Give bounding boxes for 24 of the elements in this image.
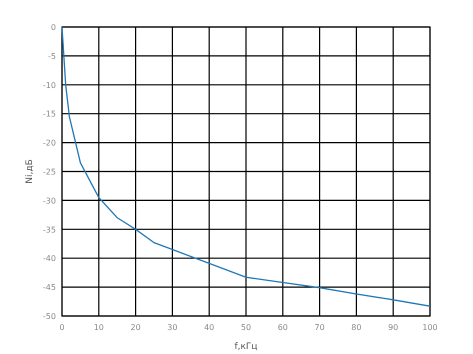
x-tick-label: 70 — [314, 323, 325, 332]
x-tick-label: 90 — [388, 323, 398, 332]
x-tick-label: 100 — [422, 323, 438, 332]
y-tick-label: -40 — [42, 254, 56, 264]
x-tick-label: 30 — [167, 323, 178, 332]
y-tick-label: 0 — [50, 23, 56, 32]
x-axis-title: f,кГц — [234, 342, 258, 352]
y-tick-label: -5 — [48, 52, 56, 61]
x-tick-label: 0 — [59, 323, 65, 332]
x-tick-label: 80 — [351, 323, 362, 332]
x-tick-label: 10 — [94, 323, 104, 332]
x-tick-label: 40 — [204, 323, 214, 332]
y-tick-label: -35 — [42, 225, 56, 234]
y-tick-label: -45 — [42, 283, 56, 292]
y-tick-label: -10 — [42, 80, 56, 90]
y-tick-label: -50 — [42, 312, 56, 321]
x-tick-label: 50 — [240, 323, 252, 332]
y-tick-label: -20 — [42, 138, 56, 148]
y-axis-title: Ni,дБ — [25, 159, 35, 184]
x-tick-label: 20 — [130, 323, 141, 332]
x-tick-label: 60 — [278, 323, 288, 332]
y-tick-label: -25 — [42, 168, 56, 176]
y-tick-label: -30 — [42, 196, 56, 206]
y-tick-label: -15 — [42, 110, 56, 119]
